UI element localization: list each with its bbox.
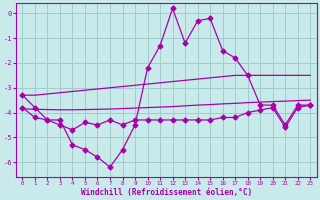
- X-axis label: Windchill (Refroidissement éolien,°C): Windchill (Refroidissement éolien,°C): [81, 188, 252, 197]
